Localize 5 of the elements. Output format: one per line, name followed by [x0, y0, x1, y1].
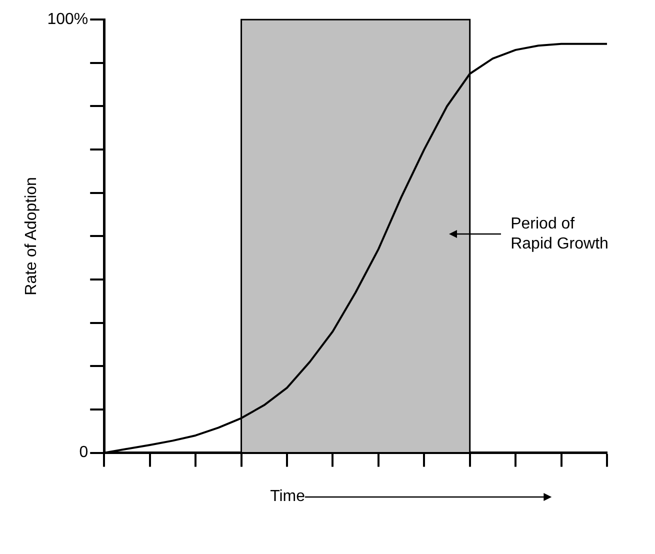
annotation: Period of Rapid Growth [510, 215, 608, 252]
y-tick-label: 0 [79, 444, 88, 462]
y-tick-label: 100% [47, 11, 88, 28]
x-axis-title: Time [270, 488, 306, 506]
y-axis-title: Rate of Adoption [23, 177, 40, 296]
